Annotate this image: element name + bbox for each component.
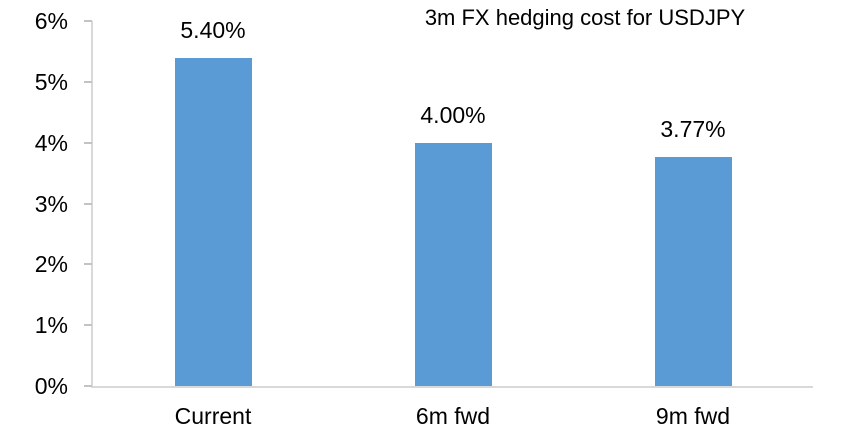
y-axis-tick [84,80,92,83]
y-axis-tick-label: 1% [34,312,68,339]
y-axis-tick-label: 2% [34,251,68,278]
y-axis-tick-label: 6% [34,8,68,34]
chart-title: 3m FX hedging cost for USDJPY [424,5,746,30]
x-axis-category-label-current: Current [174,403,252,429]
y-axis-tick-label: 0% [34,373,68,399]
y-axis-tick [84,263,92,266]
y-axis-tick [84,141,92,144]
y-axis-tick [84,385,92,387]
bar-6m-fwd [414,142,492,386]
x-axis-category-label-9m-fwd: 9m fwd [655,403,731,429]
x-axis-line [91,386,813,388]
y-axis-tick-label: 5% [34,68,68,95]
bar-current [174,57,252,386]
bar-value-label-9m-fwd: 3.77% [660,115,726,142]
x-axis-category-label-6m-fwd: 6m fwd [415,403,491,429]
bar-value-label-current: 5.40% [180,16,246,43]
y-axis-tick [84,20,92,22]
y-axis-tick [84,202,92,205]
bar-9m-fwd [654,156,732,386]
y-axis-tick-label: 4% [34,129,68,156]
bar-value-label-6m-fwd: 4.00% [420,101,486,128]
y-axis-tick-label: 3% [34,190,68,217]
y-axis-line [91,21,93,388]
y-axis-tick [84,324,92,327]
